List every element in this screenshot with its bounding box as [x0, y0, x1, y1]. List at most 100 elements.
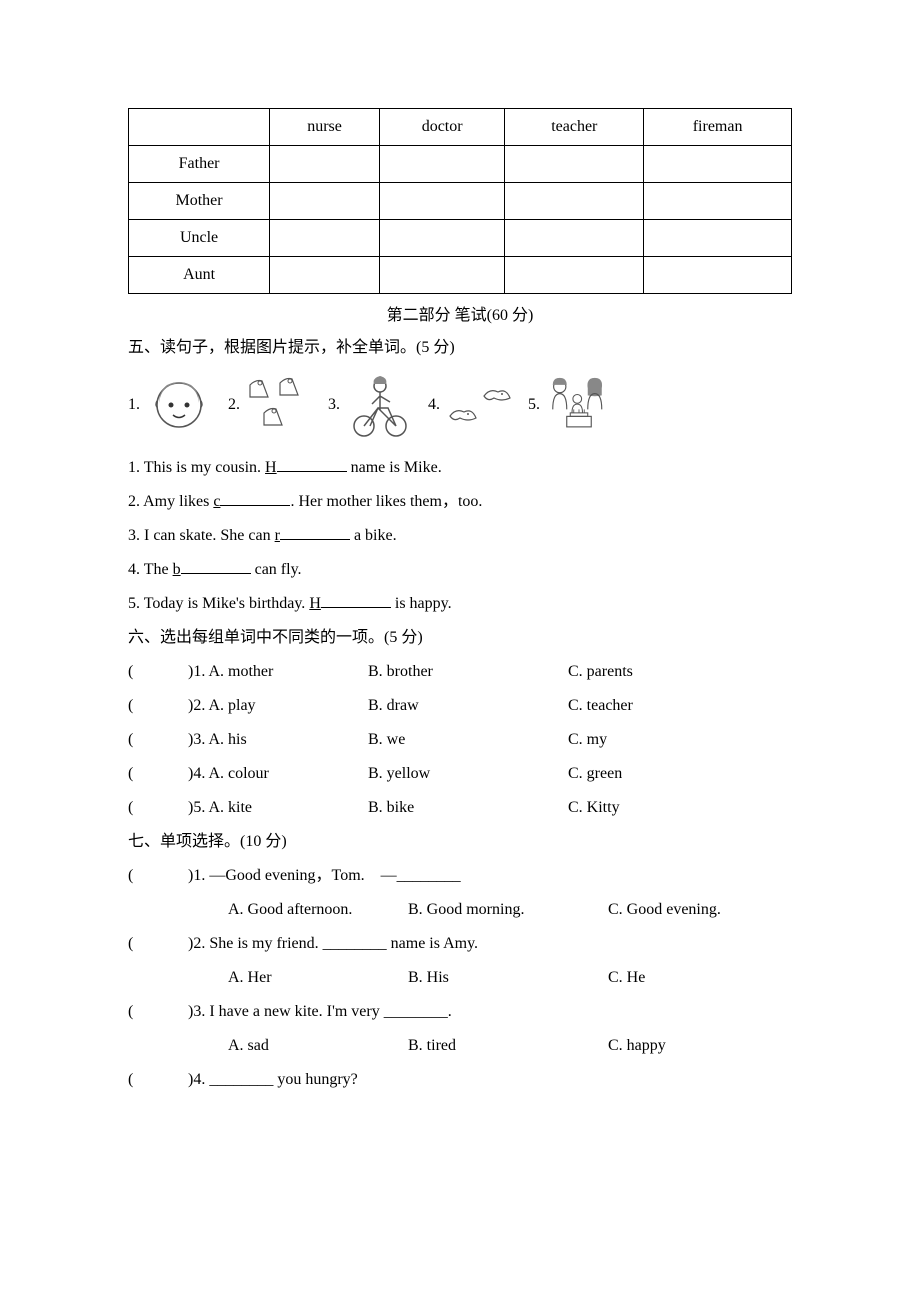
table-cell[interactable]	[644, 146, 792, 183]
answer-paren[interactable]: (	[128, 1000, 188, 1024]
fill-blank[interactable]	[220, 490, 290, 506]
table-cell[interactable]	[379, 146, 504, 183]
mc-option-c: C. Kitty	[568, 796, 768, 820]
q-stem: )1. —Good evening，Tom. —________	[188, 864, 792, 888]
q-letter: c	[213, 493, 220, 510]
section6-item: ( )2. A. play B. draw C. teacher	[128, 694, 792, 718]
section5-q1: 1. This is my cousin. H name is Mike.	[128, 456, 792, 480]
section5-q5: 5. Today is Mike's birthday. H is happy.	[128, 592, 792, 616]
mc-option-b: B. bike	[368, 796, 568, 820]
table-row: Aunt	[129, 257, 792, 294]
fill-blank[interactable]	[277, 456, 347, 472]
table-cell[interactable]	[270, 257, 380, 294]
mc-option-b: B. yellow	[368, 762, 568, 786]
boy-face-icon	[144, 370, 214, 440]
fill-blank[interactable]	[181, 558, 251, 574]
mc-option-c: C. my	[568, 728, 768, 752]
table-cell[interactable]	[379, 220, 504, 257]
q-text: 5. Today is Mike's birthday.	[128, 595, 309, 612]
table-row: Father	[129, 146, 792, 183]
section7-q3: ( )3. I have a new kite. I'm very ______…	[128, 1000, 792, 1024]
image-item-5: 5.	[528, 370, 614, 440]
table-row: Uncle	[129, 220, 792, 257]
mc-option-c: C. He	[608, 966, 792, 990]
table-cell[interactable]	[270, 220, 380, 257]
table-cell[interactable]	[505, 257, 644, 294]
image-label: 1.	[128, 393, 140, 417]
fill-blank[interactable]	[280, 524, 350, 540]
image-item-1: 1.	[128, 370, 214, 440]
mc-option-a: )3. A. his	[188, 728, 368, 752]
indent	[128, 1034, 228, 1058]
table-cell[interactable]	[644, 220, 792, 257]
q-text: is happy.	[391, 595, 452, 612]
q-text: a bike.	[350, 527, 397, 544]
ride-bike-icon	[344, 370, 414, 440]
q-stem: )3. I have a new kite. I'm very ________…	[188, 1000, 792, 1024]
section6-instruction: 六、选出每组单词中不同类的一项。(5 分)	[128, 626, 792, 650]
mc-option-a: )1. A. mother	[188, 660, 368, 684]
q-stem: )4. ________ you hungry?	[188, 1068, 792, 1092]
section7-q4: ( )4. ________ you hungry?	[128, 1068, 792, 1092]
part2-title: 第二部分 笔试(60 分)	[128, 304, 792, 328]
table-row-label: Mother	[129, 183, 270, 220]
table-header-cell: fireman	[644, 109, 792, 146]
image-item-3: 3.	[328, 370, 414, 440]
image-label: 3.	[328, 393, 340, 417]
mc-option-b: B. His	[408, 966, 608, 990]
table-cell[interactable]	[379, 257, 504, 294]
table-row-label: Uncle	[129, 220, 270, 257]
q-text: name is Mike.	[347, 459, 442, 476]
section6-item: ( )3. A. his B. we C. my	[128, 728, 792, 752]
family-birthday-icon	[544, 370, 614, 440]
table-cell[interactable]	[644, 183, 792, 220]
mc-option-a: A. Good afternoon.	[228, 898, 408, 922]
table-header-row: nurse doctor teacher fireman	[129, 109, 792, 146]
answer-paren[interactable]: (	[128, 1068, 188, 1092]
image-item-4: 4.	[428, 370, 514, 440]
section7-instruction: 七、单项选择。(10 分)	[128, 830, 792, 854]
table-cell[interactable]	[270, 183, 380, 220]
answer-paren[interactable]: (	[128, 728, 188, 752]
answer-paren[interactable]: (	[128, 932, 188, 956]
table-cell[interactable]	[505, 220, 644, 257]
section6-item: ( )1. A. mother B. brother C. parents	[128, 660, 792, 684]
section6-item: ( )5. A. kite B. bike C. Kitty	[128, 796, 792, 820]
mc-option-b: B. we	[368, 728, 568, 752]
mc-option-c: C. Good evening.	[608, 898, 792, 922]
table-header-cell: nurse	[270, 109, 380, 146]
mc-option-c: C. green	[568, 762, 768, 786]
section7-q2-options: A. Her B. His C. He	[128, 966, 792, 990]
section5-q3: 3. I can skate. She can r a bike.	[128, 524, 792, 548]
section7-q2: ( )2. She is my friend. ________ name is…	[128, 932, 792, 956]
table-header-cell: doctor	[379, 109, 504, 146]
mc-option-a: )4. A. colour	[188, 762, 368, 786]
table-cell[interactable]	[270, 146, 380, 183]
table-cell[interactable]	[379, 183, 504, 220]
section5-instruction: 五、读句子，根据图片提示，补全单词。(5 分)	[128, 336, 792, 360]
section5-q2: 2. Amy likes c. Her mother likes them，to…	[128, 490, 792, 514]
birds-icon	[444, 370, 514, 440]
table-cell[interactable]	[505, 146, 644, 183]
answer-paren[interactable]: (	[128, 660, 188, 684]
image-label: 2.	[228, 393, 240, 417]
section7-q1: ( )1. —Good evening，Tom. —________	[128, 864, 792, 888]
answer-paren[interactable]: (	[128, 762, 188, 786]
answer-paren[interactable]: (	[128, 796, 188, 820]
mc-option-a: )5. A. kite	[188, 796, 368, 820]
mc-option-c: C. parents	[568, 660, 768, 684]
cakes-icon	[244, 370, 314, 440]
q-text: 1. This is my cousin.	[128, 459, 265, 476]
q-stem: )2. She is my friend. ________ name is A…	[188, 932, 792, 956]
q-letter: H	[309, 595, 321, 612]
table-header-cell	[129, 109, 270, 146]
mc-option-b: B. draw	[368, 694, 568, 718]
worksheet-page: nurse doctor teacher fireman Father Moth…	[0, 0, 920, 1302]
mc-option-b: B. Good morning.	[408, 898, 608, 922]
mc-option-a: A. Her	[228, 966, 408, 990]
fill-blank[interactable]	[321, 592, 391, 608]
table-cell[interactable]	[644, 257, 792, 294]
answer-paren[interactable]: (	[128, 864, 188, 888]
table-cell[interactable]	[505, 183, 644, 220]
answer-paren[interactable]: (	[128, 694, 188, 718]
